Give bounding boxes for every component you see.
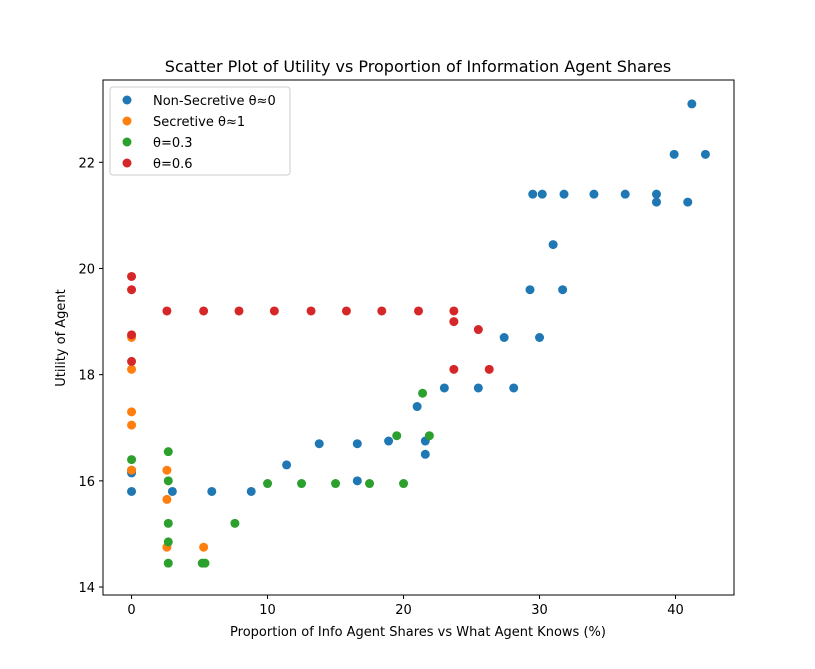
data-point-s2-13: [392, 431, 402, 441]
legend-marker-0: [122, 95, 132, 105]
data-point-s2-16: [424, 431, 434, 441]
data-point-s0-31: [687, 99, 697, 109]
y-tick-label-2: 18: [78, 369, 95, 384]
legend-marker-1: [122, 116, 132, 126]
legend-marker-3: [122, 158, 132, 168]
data-point-s3-4: [162, 306, 172, 316]
legend-label-3: θ=0.6: [153, 157, 193, 172]
data-point-s0-3: [167, 486, 177, 496]
data-point-s0-24: [559, 189, 569, 199]
points-layer: [127, 99, 710, 568]
data-point-s0-0: [127, 486, 137, 496]
legend: Non-Secretive θ≈0 Secretive θ≈1 θ=0.3 θ=0.6: [109, 86, 291, 176]
x-tick-label-0: 0: [127, 603, 135, 618]
data-point-s1-1: [127, 364, 137, 374]
plot-frame: [102, 79, 735, 596]
data-point-s0-23: [558, 285, 568, 295]
x-tick-label-1: 10: [259, 603, 276, 618]
data-point-s0-32: [700, 149, 710, 159]
data-point-s2-4: [163, 537, 173, 547]
data-point-s1-8: [199, 542, 209, 552]
data-point-s2-12: [365, 479, 375, 489]
data-point-s0-13: [420, 449, 430, 459]
data-point-s3-3: [127, 356, 137, 366]
data-point-s2-14: [399, 479, 409, 489]
data-point-s0-9: [352, 439, 362, 449]
data-point-s3-13: [449, 317, 459, 327]
data-point-s1-5: [162, 465, 172, 475]
data-point-s2-9: [263, 479, 273, 489]
data-point-s2-0: [127, 455, 137, 465]
legend-marker-2: [122, 137, 132, 147]
data-point-s0-18: [525, 285, 535, 295]
data-point-s0-20: [535, 333, 545, 342]
data-point-s0-22: [548, 240, 558, 250]
y-tick-label-0: 14: [78, 581, 95, 596]
data-point-s3-6: [234, 306, 244, 316]
data-point-s2-8: [230, 518, 240, 528]
data-point-s0-30: [683, 197, 693, 207]
data-point-s0-15: [473, 383, 483, 393]
data-point-s1-2: [127, 407, 137, 417]
data-point-s3-12: [449, 306, 459, 316]
x-axis-label: Proportion of Info Agent Shares vs What …: [230, 625, 606, 640]
data-point-s0-19: [528, 189, 538, 199]
data-point-s2-7: [200, 558, 210, 568]
data-point-s0-26: [620, 189, 630, 199]
chart-title: Scatter Plot of Utility vs Proportion of…: [165, 57, 671, 76]
legend-box: [109, 86, 291, 176]
data-point-s2-15: [418, 388, 428, 398]
data-point-s1-3: [127, 420, 137, 430]
legend-label-2: θ=0.3: [153, 136, 193, 151]
data-point-s0-16: [499, 333, 509, 342]
data-point-s3-2: [127, 330, 137, 340]
data-point-s0-8: [352, 476, 362, 486]
data-point-s2-3: [163, 518, 173, 528]
legend-label-0: Non-Secretive θ≈0: [153, 94, 276, 109]
data-point-s0-27: [651, 197, 661, 207]
data-point-s0-10: [384, 436, 394, 446]
data-point-s3-15: [473, 325, 483, 335]
y-tick-label-4: 22: [78, 156, 95, 171]
data-point-s2-11: [331, 479, 341, 489]
data-point-s3-9: [341, 306, 351, 316]
x-tick-label-2: 20: [395, 603, 412, 618]
x-tick-label-4: 40: [667, 603, 684, 618]
data-point-s2-10: [297, 479, 307, 489]
data-point-s3-8: [306, 306, 316, 316]
x-tick-label-3: 30: [531, 603, 548, 618]
data-point-s2-1: [163, 447, 173, 457]
data-point-s0-25: [589, 189, 599, 199]
data-point-s2-5: [163, 558, 173, 568]
data-point-s3-16: [484, 364, 494, 374]
data-point-s3-14: [449, 364, 459, 374]
data-point-s0-28: [651, 189, 661, 199]
data-point-s0-7: [314, 439, 324, 449]
data-point-s0-14: [439, 383, 449, 393]
data-point-s3-5: [199, 306, 209, 316]
data-point-s2-2: [163, 476, 173, 486]
y-axis-label: Utility of Agent: [54, 289, 69, 387]
data-point-s1-6: [162, 494, 172, 504]
data-point-s3-7: [269, 306, 279, 316]
data-point-s0-4: [207, 486, 217, 496]
data-point-s0-17: [509, 383, 519, 393]
data-point-s0-21: [537, 189, 547, 199]
data-point-s3-1: [127, 285, 137, 295]
data-point-s1-4: [127, 465, 137, 475]
data-point-s0-5: [246, 486, 256, 496]
legend-label-1: Secretive θ≈1: [153, 115, 245, 130]
data-point-s0-11: [412, 402, 422, 412]
data-point-s3-10: [377, 306, 387, 316]
data-point-s0-29: [669, 149, 679, 159]
data-point-s3-11: [414, 306, 423, 316]
data-point-s3-0: [127, 271, 137, 281]
y-tick-label-3: 20: [78, 262, 95, 277]
data-point-s0-6: [282, 460, 292, 470]
x-axis: 0 10 20 30 40: [127, 595, 684, 618]
y-tick-label-1: 16: [78, 475, 95, 490]
y-axis: 14 16 18 20 22: [78, 156, 103, 596]
